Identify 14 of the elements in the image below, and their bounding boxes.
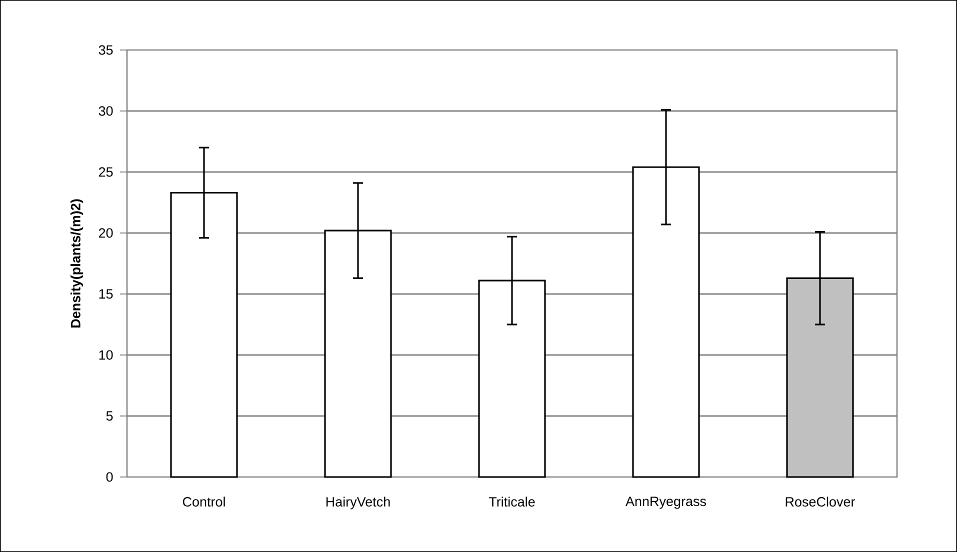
- y-tick-label: 0: [106, 472, 113, 482]
- y-tick-label: 10: [99, 350, 113, 360]
- x-tick-label: RoseClover: [786, 496, 856, 507]
- x-tick-label: HairyVetch: [326, 496, 390, 510]
- x-tick-label: AnnRyegrass: [626, 496, 706, 509]
- y-axis-title: Density(plants/(m)2): [70, 199, 84, 328]
- y-tick-label: 20: [98, 228, 113, 238]
- y-tick-label: 30: [98, 106, 113, 116]
- x-tick-label: Triticale: [488, 496, 535, 507]
- y-tick-label: 35: [98, 45, 113, 55]
- y-tick-label: 15: [99, 289, 113, 299]
- y-tick-label: 5: [106, 411, 113, 421]
- y-tick-label: 25: [98, 167, 113, 177]
- x-tick-label: Control: [182, 496, 225, 507]
